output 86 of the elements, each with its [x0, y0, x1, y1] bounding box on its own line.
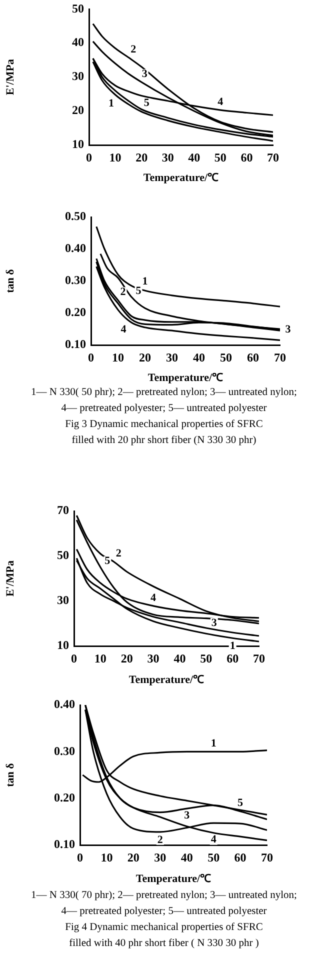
- y-axis-title: E'/MPa: [4, 560, 16, 597]
- y-tick-label: 0.30: [54, 744, 75, 758]
- x-tick-label: 30: [162, 150, 174, 164]
- series-label: 3: [285, 323, 292, 336]
- x-tick-label: 20: [120, 651, 133, 666]
- series-label: 4: [150, 592, 157, 604]
- text: filled with 20 phr short fiber (N 330 30 phr): [70, 434, 258, 448]
- y-tick-label: 0.50: [65, 209, 86, 224]
- x-tick-label: 40: [188, 150, 200, 164]
- caption: Fig 3 Dynamic mechanical properties of SFRC: [64, 418, 264, 432]
- text: 4— pretreated polyester; 5— untreated polyester: [60, 905, 268, 919]
- series-label: 2: [157, 834, 164, 846]
- y-tick-label: 10: [57, 638, 69, 652]
- y-tick-label: 0.10: [54, 837, 75, 852]
- y-tick-label: 20: [72, 103, 84, 118]
- y-tick-label: 0.30: [65, 273, 86, 288]
- x-tick-label: 0: [86, 150, 92, 164]
- x-tick-label: 40: [174, 651, 186, 666]
- text: 1— N 330( 70 phr); 2— pretreated nylon; 3— untreated nylon;: [30, 889, 298, 903]
- caption: Fig 4 Dynamic mechanical properties of SFRC: [64, 921, 264, 935]
- x-tick-label: 20: [139, 350, 151, 364]
- series-label: 2: [120, 286, 126, 298]
- x-tick-label: 0: [77, 850, 83, 864]
- x-axis-title: Temperature/℃: [128, 674, 204, 686]
- x-axis-title: Temperature/℃: [136, 873, 212, 886]
- y-tick-label: 0.40: [65, 241, 86, 256]
- x-tick-label: 0: [88, 350, 94, 364]
- x-tick-label: 60: [247, 350, 259, 364]
- series-label: 2: [130, 43, 137, 56]
- x-tick-label: 70: [261, 850, 273, 864]
- y-tick-label: 50: [72, 1, 84, 16]
- y-axis-title: tan δ: [4, 268, 16, 293]
- x-axis-title: Temperature/℃: [143, 172, 219, 184]
- x-tick-label: 60: [234, 850, 246, 864]
- y-tick-label: 0.20: [65, 305, 86, 320]
- x-tick-label: 60: [240, 150, 253, 164]
- text: 4— pretreated polyester; 5— untreated polyester: [60, 402, 268, 416]
- x-axis-title: Temperature/℃: [148, 372, 224, 384]
- y-tick-label: 30: [72, 69, 84, 84]
- y-tick-label: 0.10: [65, 337, 86, 352]
- series-label: 1: [210, 738, 216, 750]
- series-label: 1: [230, 640, 236, 652]
- x-tick-label: 70: [253, 651, 265, 666]
- series-label: 2: [116, 547, 122, 560]
- series-label: 4: [120, 323, 127, 336]
- x-tick-label: 30: [166, 350, 178, 364]
- x-tick-label: 60: [226, 651, 239, 666]
- y-tick-label: 40: [72, 35, 84, 50]
- x-tick-label: 30: [154, 850, 166, 864]
- x-tick-label: 20: [136, 150, 148, 164]
- x-tick-label: 50: [214, 150, 226, 164]
- x-tick-label: 50: [220, 350, 232, 364]
- x-tick-label: 30: [147, 651, 160, 666]
- x-tick-label: 50: [200, 651, 212, 666]
- series-label: 4: [210, 834, 217, 846]
- series-label: 4: [218, 96, 224, 108]
- x-tick-label: 10: [109, 150, 122, 164]
- y-tick-label: 30: [57, 593, 69, 608]
- x-tick-label: 70: [267, 150, 279, 164]
- x-tick-label: 10: [112, 350, 124, 364]
- series-label: 1: [108, 98, 114, 110]
- series-label: 5: [238, 796, 244, 809]
- x-tick-label: 50: [208, 850, 220, 864]
- y-tick-label: 0.40: [54, 697, 75, 712]
- x-tick-label: 20: [127, 850, 140, 864]
- y-tick-label: 0.20: [54, 790, 75, 804]
- series-label: 1: [142, 275, 148, 288]
- series-label: 3: [184, 809, 190, 822]
- x-tick-label: 10: [94, 651, 106, 666]
- y-axis-title: tan δ: [4, 762, 16, 787]
- y-tick-label: 50: [57, 548, 69, 562]
- series-label: 5: [104, 555, 111, 568]
- x-tick-label: 70: [274, 350, 286, 364]
- y-tick-label: 10: [72, 137, 84, 152]
- x-tick-label: 10: [100, 850, 113, 864]
- series-label: 3: [142, 68, 148, 80]
- series-label: 3: [211, 616, 218, 629]
- series-label: 5: [136, 284, 142, 297]
- text: 1— N 330( 50 phr); 2— pretreated nylon; 3— untreated nylon;: [30, 386, 298, 400]
- y-axis-title: E'/MPa: [4, 58, 16, 96]
- series-label: 5: [144, 97, 150, 110]
- x-tick-label: 40: [193, 350, 205, 364]
- x-tick-label: 40: [180, 850, 193, 864]
- y-tick-label: 70: [57, 503, 69, 518]
- x-tick-label: 0: [71, 651, 77, 666]
- text: filled with 40 phr short fiber ( N 330 30 phr ): [68, 937, 260, 951]
